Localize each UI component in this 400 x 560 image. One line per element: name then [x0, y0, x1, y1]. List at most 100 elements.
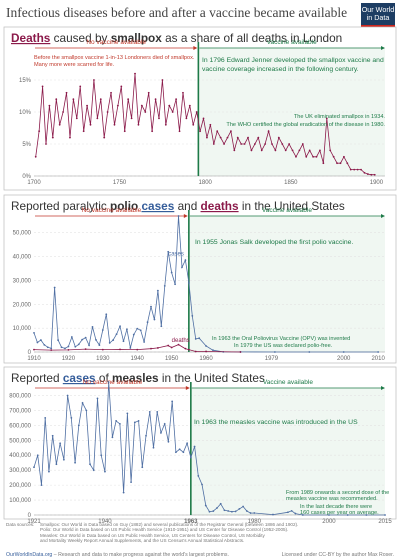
site-link[interactable]: OurWorldInData.org	[6, 552, 53, 558]
smallpox-data-point	[219, 136, 222, 139]
polio-x-tick-label: 1979	[265, 356, 279, 362]
polio-data-point	[43, 343, 46, 346]
smallpox-data-point	[123, 130, 126, 133]
measles-y-tick-label: 0	[28, 513, 32, 519]
polio-data-point	[177, 343, 180, 346]
polio-data-point	[132, 333, 135, 336]
measles-data-point	[242, 505, 245, 508]
measles-note-decade-line2: 160 cases per year on average.	[300, 510, 379, 516]
smallpox-data-point	[288, 143, 291, 145]
smallpox-data-point	[195, 111, 198, 113]
measles-data-point	[171, 400, 174, 403]
smallpox-data-point	[236, 136, 239, 139]
measles-data-point	[107, 381, 110, 383]
polio-data-point	[81, 338, 84, 341]
polio-data-point	[57, 339, 59, 341]
polio-data-point	[101, 348, 104, 351]
smallpox-data-point	[69, 136, 71, 139]
smallpox-data-point	[158, 117, 160, 120]
smallpox-data-point	[164, 123, 167, 126]
site-tagline: – Research and data to make progress aga…	[52, 552, 229, 558]
measles-y-tick-label: 600,000	[9, 423, 31, 429]
smallpox-data-point	[127, 98, 130, 101]
smallpox-data-point	[58, 123, 61, 126]
polio-data-point	[205, 350, 207, 353]
smallpox-data-point	[243, 143, 246, 145]
measles-data-point	[133, 421, 136, 424]
smallpox-data-point	[48, 104, 51, 107]
measles-zone-label-after: Vaccine available	[263, 379, 313, 386]
smallpox-note-who: The WHO certified the global eradication…	[226, 122, 385, 128]
smallpox-data-point	[185, 117, 188, 120]
measles-data-point	[152, 446, 155, 449]
smallpox-data-point	[305, 155, 308, 158]
measles-panel: Reported cases of measles in the United …	[3, 366, 397, 525]
smallpox-data-point	[308, 149, 311, 152]
measles-data-point	[77, 424, 80, 427]
polio-title: Reported paralytic polio cases and death…	[11, 199, 345, 213]
polio-data-point	[239, 351, 242, 353]
smallpox-y-tick-label: 0%	[22, 174, 31, 180]
measles-data-point	[328, 514, 330, 516]
polio-data-point	[119, 325, 121, 328]
smallpox-data-point	[206, 136, 208, 139]
smallpox-x-tick-label: 1700	[27, 180, 41, 186]
measles-data-point	[130, 481, 132, 484]
measles-data-point	[36, 454, 39, 457]
polio-data-point	[150, 305, 152, 308]
smallpox-data-point	[257, 136, 260, 139]
smallpox-data-point	[339, 162, 342, 165]
smallpox-x-tick-label: 1750	[113, 180, 127, 186]
logo-line-2: in Data	[366, 13, 390, 23]
polio-zone-arrowhead-after	[381, 214, 385, 218]
smallpox-data-point	[106, 111, 109, 113]
polio-zone-label-before: No vaccine available	[82, 207, 142, 214]
polio-data-point	[187, 281, 190, 284]
smallpox-data-point	[264, 143, 267, 145]
smallpox-data-point	[230, 130, 232, 133]
measles-y-tick-label: 800,000	[9, 393, 31, 399]
smallpox-data-point	[298, 149, 301, 152]
polio-data-point	[84, 336, 87, 339]
polio-data-point	[108, 342, 111, 344]
smallpox-data-point	[41, 85, 44, 88]
polio-data-point	[273, 351, 276, 353]
polio-x-tick-label: 2010	[371, 356, 385, 362]
measles-y-tick-label: 200,000	[9, 483, 31, 489]
measles-data-point	[384, 514, 386, 516]
smallpox-data-point	[250, 149, 253, 152]
smallpox-data-point	[65, 91, 68, 94]
polio-data-point	[119, 348, 121, 351]
smallpox-data-point	[295, 155, 297, 158]
measles-data-point	[51, 434, 54, 437]
measles-data-point	[148, 411, 151, 413]
smallpox-data-point	[312, 155, 314, 158]
smallpox-data-point	[343, 155, 345, 158]
measles-data-point	[92, 469, 95, 472]
polio-data-point	[36, 341, 39, 344]
sources-text: Smallpox: Our World in Data based on Guy…	[40, 522, 306, 544]
polio-data-point	[184, 347, 187, 350]
polio-data-point	[205, 345, 207, 347]
polio-data-point	[84, 348, 87, 351]
polio-data-point	[156, 347, 159, 349]
measles-data-point	[126, 412, 129, 415]
source-line: Smallpox: Our World in Data based on Guy…	[40, 522, 299, 527]
measles-y-tick-label: 400,000	[9, 453, 31, 459]
polio-data-point	[91, 326, 94, 328]
measles-data-point	[249, 512, 252, 514]
smallpox-data-point	[116, 104, 119, 107]
polio-data-point	[60, 346, 63, 349]
smallpox-data-point	[271, 143, 273, 145]
smallpox-y-tick-label: 15%	[19, 78, 32, 84]
measles-data-point	[89, 463, 91, 466]
polio-y-tick-label: 40,000	[13, 255, 32, 261]
smallpox-note-before-line1: Before the smallpox vaccine 1-in-13 Lond…	[34, 55, 195, 61]
measles-data-point	[174, 451, 177, 454]
measles-x-tick-label: 1963	[184, 519, 198, 525]
smallpox-x-tick-label: 1850	[284, 180, 298, 186]
smallpox-zone-arrowhead-before	[193, 46, 198, 50]
smallpox-x-tick-label: 1900	[370, 180, 384, 186]
smallpox-note-before-line2: Many more were scarred for life.	[34, 62, 115, 68]
measles-data-point	[163, 422, 166, 425]
